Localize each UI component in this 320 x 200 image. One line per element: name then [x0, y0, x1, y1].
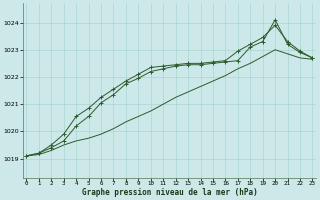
X-axis label: Graphe pression niveau de la mer (hPa): Graphe pression niveau de la mer (hPa): [82, 188, 257, 197]
